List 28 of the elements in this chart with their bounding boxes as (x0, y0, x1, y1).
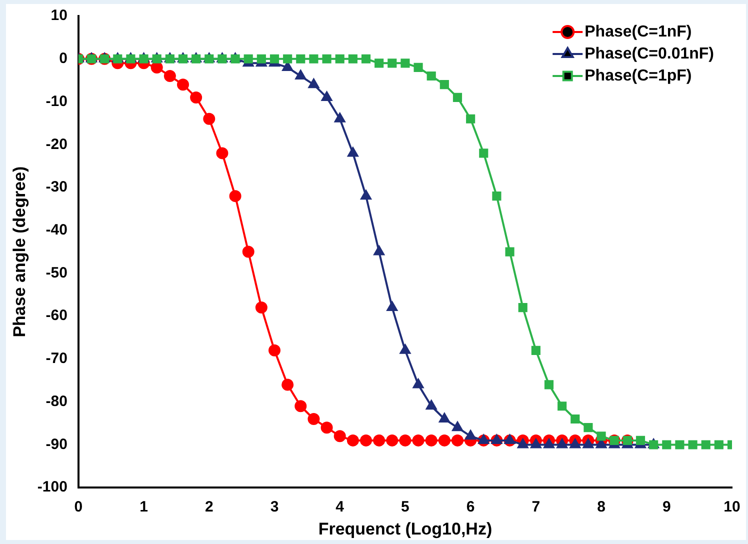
y-tick-label: -100 (37, 478, 68, 496)
y-tick-label: -90 (46, 436, 68, 453)
y-tick-label: -10 (46, 92, 68, 110)
x-tick-label: 5 (401, 498, 410, 516)
x-tick-label: 10 (724, 498, 740, 516)
x-tick-label: 2 (204, 498, 214, 516)
x-axis-title: Frequenct (Log10,Hz) (318, 519, 492, 538)
y-tick-label: -70 (46, 350, 68, 368)
legend-label: Phase(C=1pF) (584, 67, 692, 84)
x-tick-label: 4 (336, 498, 345, 516)
y-tick-label: -60 (46, 307, 68, 324)
y-tick-label: -40 (46, 222, 68, 239)
y-tick-label: -80 (46, 392, 68, 410)
x-tick-label: 0 (74, 498, 83, 516)
legend-label: Phase(C=0.01nF) (584, 45, 714, 62)
legend-label: Phase(C=1nF) (584, 23, 692, 40)
x-tick-label: 3 (270, 498, 279, 516)
y-tick-label: 10 (50, 7, 68, 24)
y-tick-label: -20 (46, 136, 68, 153)
y-tick-label: -50 (46, 264, 68, 282)
y-tick-label: -30 (46, 178, 68, 196)
x-tick-label: 7 (532, 498, 540, 516)
x-tick-label: 6 (466, 498, 475, 516)
x-tick-label: 1 (140, 498, 148, 516)
x-tick-label: 9 (662, 498, 671, 516)
y-axis-title: Phase angle (degree) (10, 166, 29, 338)
y-tick-label: 0 (59, 50, 68, 68)
x-tick-label: 8 (597, 498, 606, 516)
